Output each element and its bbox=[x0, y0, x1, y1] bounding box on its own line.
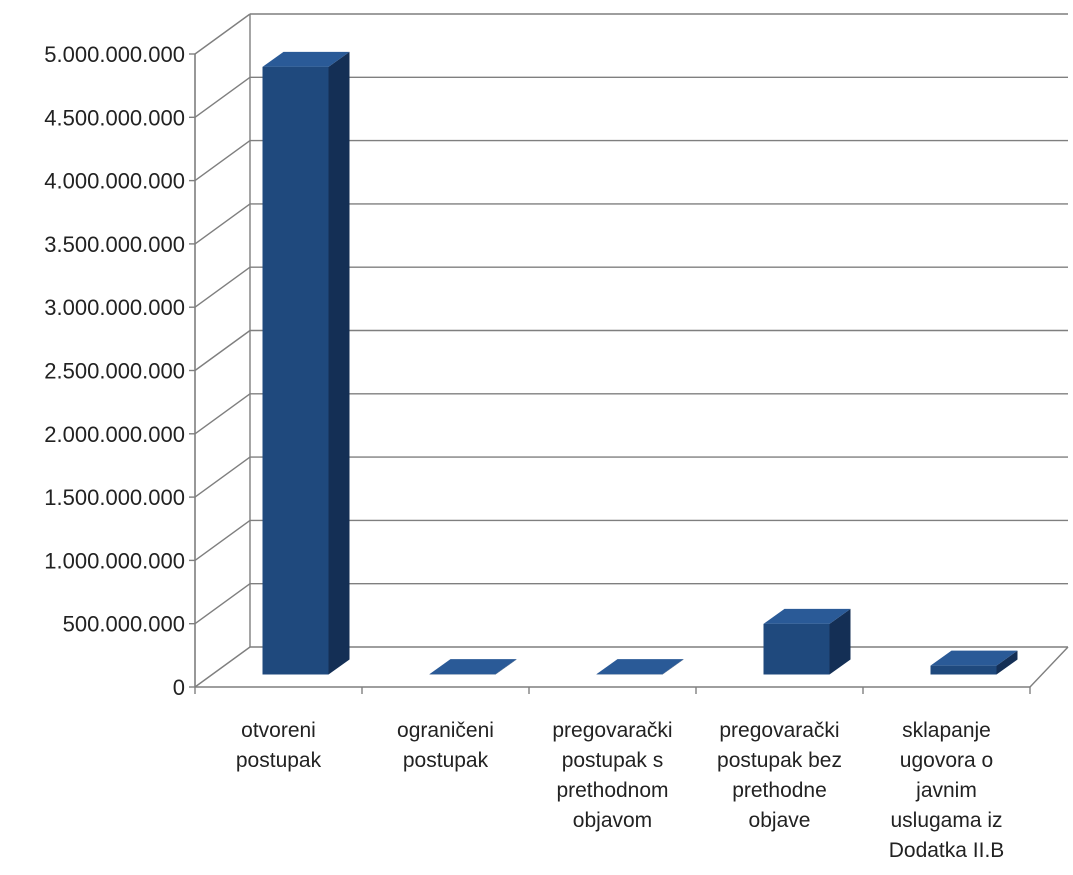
y-tick-label-7: 3.500.000.000 bbox=[44, 232, 185, 257]
gridline-side-3 bbox=[195, 457, 250, 497]
y-tick-label-3: 1.500.000.000 bbox=[44, 485, 185, 510]
category-label-3-line-2: prethodne bbox=[732, 779, 827, 802]
category-label-2: pregovarački postupak s prethodnom objavom bbox=[552, 719, 672, 832]
category-label-1-line-0: ograničeni bbox=[397, 719, 494, 742]
category-label-1: ograničeni postupak bbox=[397, 719, 494, 772]
bar-0 bbox=[263, 67, 329, 675]
gridline-side-4 bbox=[195, 394, 250, 434]
bar-side-0 bbox=[329, 52, 350, 675]
category-label-4-line-4: Dodatka II.B bbox=[889, 839, 1005, 862]
category-label-2-line-1: postupak s bbox=[562, 749, 664, 772]
y-tick-label-4: 2.000.000.000 bbox=[44, 422, 185, 447]
category-label-4-line-3: uslugama iz bbox=[890, 809, 1002, 832]
y-tick-label-9: 4.500.000.000 bbox=[44, 105, 185, 130]
gridline-side-5 bbox=[195, 331, 250, 371]
bar-4 bbox=[931, 666, 997, 675]
gridline-side-7 bbox=[195, 204, 250, 244]
category-label-0-line-1: postupak bbox=[236, 749, 322, 772]
category-label-0-line-0: otvoreni bbox=[241, 719, 316, 742]
category-label-1-line-1: postupak bbox=[403, 749, 489, 772]
gridline-side-9 bbox=[195, 77, 250, 117]
y-tick-label-1: 500.000.000 bbox=[63, 612, 185, 637]
y-tick-label-8: 4.000.000.000 bbox=[44, 169, 185, 194]
category-label-4-line-1: ugovora o bbox=[900, 749, 993, 772]
y-tick-label-10: 5.000.000.000 bbox=[44, 42, 185, 67]
category-label-2-line-0: pregovarački bbox=[552, 719, 672, 742]
category-label-2-line-2: prethodnom bbox=[556, 779, 668, 802]
gridline-side-8 bbox=[195, 141, 250, 181]
category-label-2-line-3: objavom bbox=[573, 809, 652, 832]
category-label-3-line-1: postupak bez bbox=[717, 749, 842, 772]
gridline-side-6 bbox=[195, 267, 250, 307]
category-label-0: otvoreni postupak bbox=[236, 719, 322, 772]
category-label-4: sklapanje ugovora o javnim uslugama iz Dodat… bbox=[889, 719, 1005, 862]
bar-3 bbox=[764, 624, 830, 675]
y-tick-label-6: 3.000.000.000 bbox=[44, 295, 185, 320]
category-label-3: pregovarački postupak bez prethodne objave bbox=[717, 719, 842, 832]
category-label-4-line-0: sklapanje bbox=[902, 719, 991, 742]
category-label-3-line-0: pregovarački bbox=[719, 719, 839, 742]
gridline-side-10 bbox=[195, 14, 250, 54]
y-tick-label-5: 2.500.000.000 bbox=[44, 359, 185, 384]
gridline-side-2 bbox=[195, 520, 250, 560]
floor-right-edge bbox=[1030, 647, 1068, 687]
category-label-4-line-2: javnim bbox=[915, 779, 977, 802]
category-label-3-line-3: objave bbox=[749, 809, 811, 832]
y-tick-label-0: 0 bbox=[173, 675, 185, 700]
bar-top-2 bbox=[597, 659, 684, 674]
gridline-side-0 bbox=[195, 647, 250, 687]
y-tick-label-2: 1.000.000.000 bbox=[44, 548, 185, 573]
bar-top-1 bbox=[430, 659, 517, 674]
gridline-side-1 bbox=[195, 584, 250, 624]
